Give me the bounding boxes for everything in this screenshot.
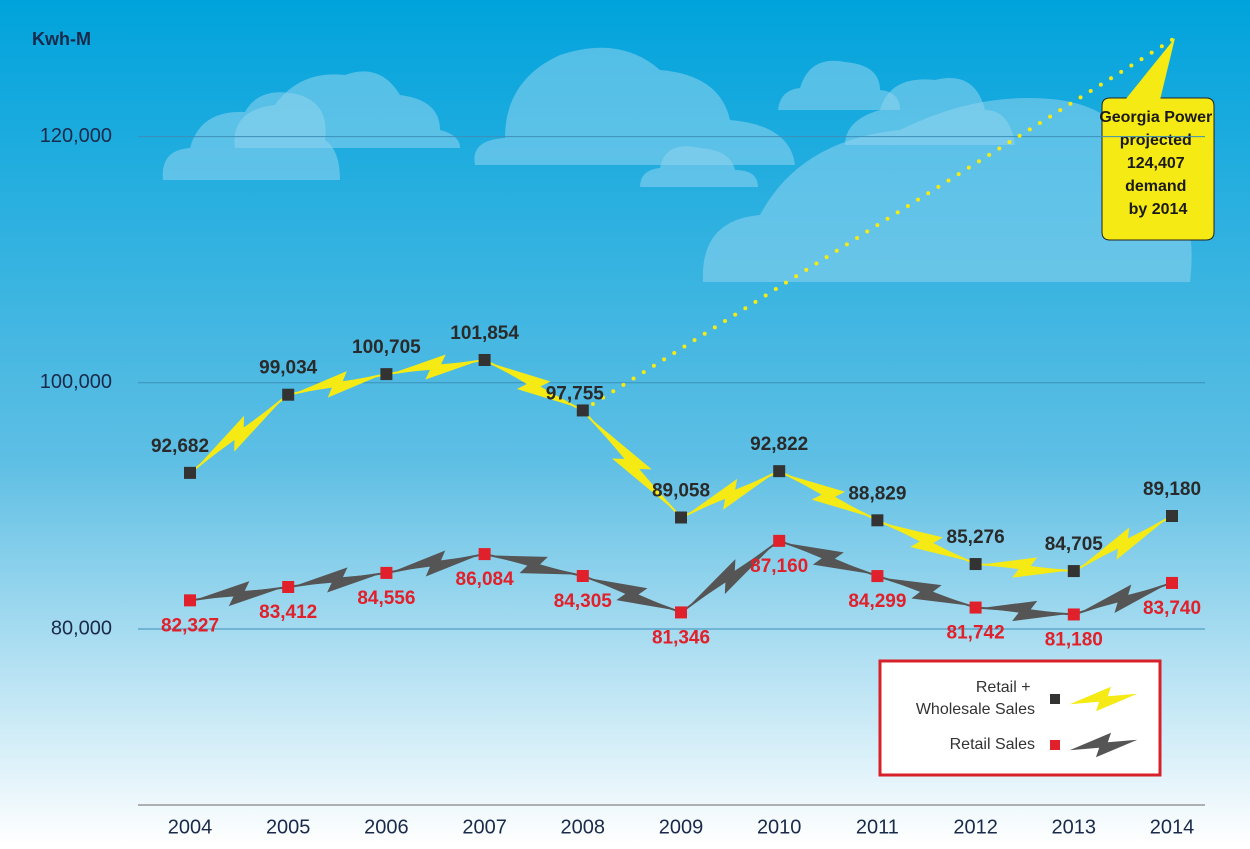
x-tick-label: 2004 — [168, 816, 213, 838]
marker — [969, 558, 982, 571]
value-label: 92,682 — [151, 436, 209, 457]
value-label: 84,299 — [848, 591, 906, 612]
marker — [1067, 608, 1080, 621]
bolt — [490, 363, 577, 408]
bolt — [785, 542, 872, 574]
marker — [282, 388, 295, 401]
marker — [380, 368, 393, 381]
marker — [675, 606, 687, 619]
bolt — [588, 416, 676, 512]
bolt — [392, 550, 479, 577]
bolt — [785, 474, 872, 518]
value-label: 88,829 — [848, 483, 906, 504]
marker — [773, 465, 786, 478]
value-label: 97,755 — [546, 383, 605, 404]
callout — [1101, 38, 1215, 241]
bolt — [294, 371, 381, 398]
value-label: 81,180 — [1045, 629, 1103, 650]
y-tick-label: 100,000 — [40, 371, 112, 393]
x-tick-label: 2009 — [659, 816, 704, 838]
bolt — [588, 578, 676, 611]
bolt — [1079, 519, 1167, 568]
value-label: 89,180 — [1143, 479, 1201, 500]
bolt — [195, 581, 283, 607]
marker — [1166, 509, 1178, 522]
value-label: 83,412 — [259, 602, 317, 623]
legend-label: Retail Sales — [950, 736, 1035, 753]
bolt — [981, 600, 1068, 622]
marker — [1067, 565, 1080, 578]
marker — [478, 353, 491, 366]
bolt — [195, 399, 283, 469]
y-axis-label: Kwh-M — [32, 29, 91, 49]
marker — [380, 566, 393, 579]
value-label: 101,854 — [450, 323, 519, 344]
x-tick-label: 2011 — [856, 816, 899, 838]
value-label: 84,705 — [1045, 534, 1104, 555]
marker — [969, 601, 982, 614]
marker — [773, 534, 786, 547]
x-tick-label: 2010 — [757, 816, 802, 838]
value-label: 84,305 — [554, 591, 613, 612]
value-label: 84,556 — [357, 588, 415, 609]
x-tick-label: 2007 — [462, 816, 507, 838]
value-label: 89,058 — [652, 481, 710, 502]
marker — [871, 570, 884, 583]
bolt — [392, 354, 479, 380]
value-label: 83,740 — [1143, 598, 1201, 619]
clouds — [162, 47, 1192, 282]
y-tick-label: 120,000 — [40, 125, 112, 147]
projection-line — [580, 36, 1177, 413]
marker — [478, 548, 491, 561]
bolt — [294, 567, 381, 593]
bolt — [1079, 584, 1167, 613]
bolt — [686, 473, 774, 515]
bolt — [883, 577, 970, 606]
bolt — [490, 555, 577, 575]
value-label: 81,742 — [947, 623, 1005, 644]
marker — [871, 514, 884, 527]
marker — [576, 404, 589, 417]
value-label: 82,327 — [161, 615, 219, 636]
marker — [576, 569, 589, 582]
x-tick-label: 2006 — [364, 816, 409, 838]
bolt — [1069, 686, 1138, 712]
value-label: 99,034 — [259, 358, 318, 379]
bolt — [1069, 732, 1138, 758]
legend-label: Retail + Wholesale Sales — [916, 679, 1035, 718]
x-tick-label: 2014 — [1150, 816, 1195, 838]
x-tick-label: 2005 — [266, 816, 311, 838]
legend-marker — [1050, 694, 1060, 704]
marker — [184, 594, 196, 607]
bolt — [686, 545, 774, 609]
value-label: 92,822 — [750, 434, 808, 455]
legend: Retail + Wholesale Sales Retail Sales — [878, 659, 1162, 777]
value-label: 81,346 — [652, 627, 710, 648]
marker — [1166, 576, 1178, 589]
value-label: 86,084 — [456, 569, 515, 590]
marker — [184, 466, 196, 479]
value-label: 87,160 — [750, 556, 808, 577]
x-tick-label: 2008 — [561, 816, 606, 838]
bolt — [981, 557, 1068, 578]
x-tick-label: 2012 — [953, 816, 998, 838]
marker — [675, 511, 687, 524]
y-tick-label: 80,000 — [51, 617, 112, 639]
bolt — [883, 522, 970, 562]
value-label: 85,276 — [947, 527, 1005, 548]
value-label: 100,705 — [352, 337, 421, 358]
x-tick-label: 2013 — [1052, 816, 1097, 838]
legend-marker — [1050, 740, 1060, 750]
marker — [282, 580, 295, 593]
